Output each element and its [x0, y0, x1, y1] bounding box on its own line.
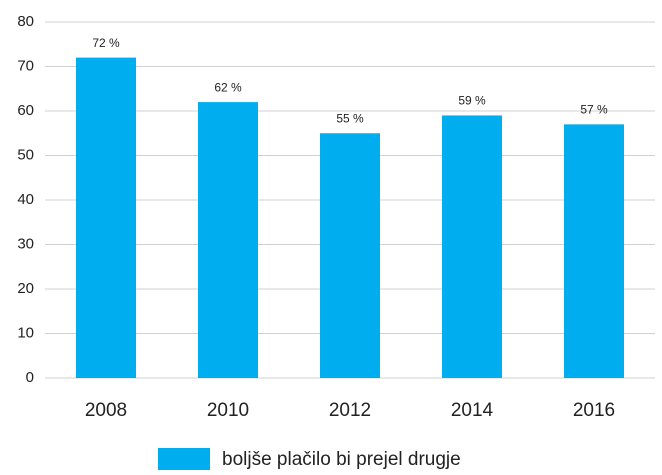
y-tick-label: 50	[17, 146, 34, 163]
y-tick-label: 60	[17, 102, 34, 119]
x-tick-label: 2012	[329, 400, 371, 421]
y-tick-label: 30	[17, 235, 34, 252]
x-tick-label: 2008	[85, 400, 127, 421]
legend-swatch	[158, 448, 210, 470]
y-tick-label: 10	[17, 324, 34, 341]
y-tick-label: 70	[17, 57, 34, 74]
y-tick-label: 80	[17, 13, 34, 30]
x-tick-label: 2010	[207, 400, 249, 421]
bar	[320, 133, 380, 378]
x-tick-label: 2016	[573, 400, 615, 421]
y-tick-label: 40	[17, 191, 34, 208]
bar	[198, 102, 258, 378]
data-label: 55 %	[336, 111, 364, 125]
y-tick-label: 20	[17, 280, 34, 297]
bar	[76, 57, 136, 378]
data-label: 57 %	[580, 103, 608, 117]
y-tick-label: 0	[26, 369, 34, 386]
data-label: 62 %	[214, 80, 242, 94]
legend-label: boljše plačilo bi prejel drugje	[222, 449, 461, 470]
data-label: 59 %	[458, 94, 486, 108]
bar	[442, 115, 502, 378]
data-label: 72 %	[92, 36, 120, 50]
bar	[564, 124, 624, 378]
x-tick-label: 2014	[451, 400, 494, 421]
